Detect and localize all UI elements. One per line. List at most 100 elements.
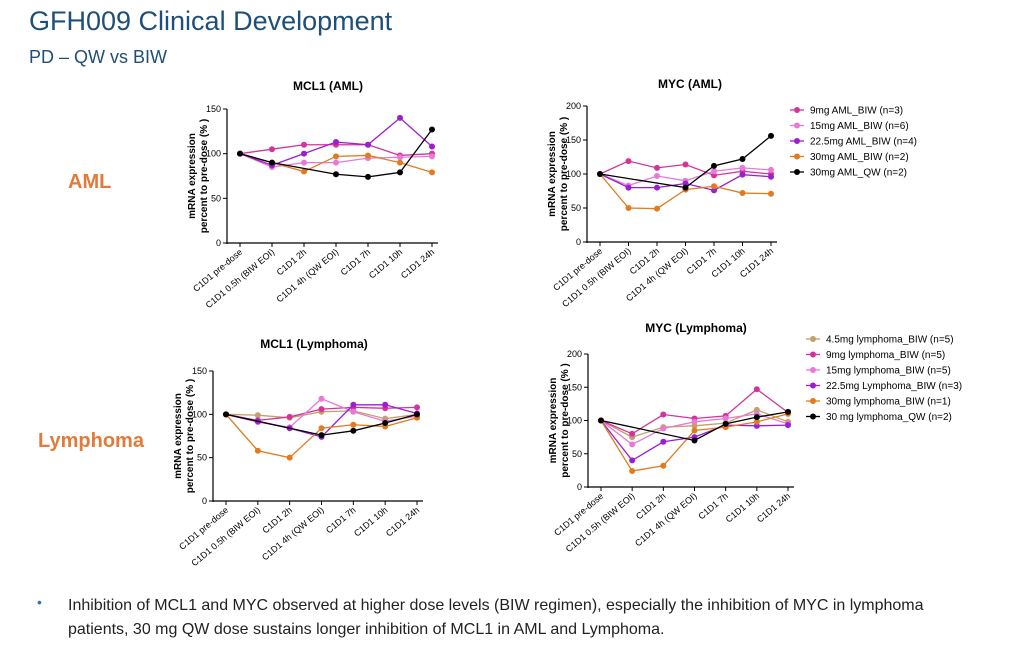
data-point (269, 146, 275, 153)
y-tick-label: 200 (567, 349, 582, 359)
y-tick-label: 100 (567, 416, 582, 426)
data-point (768, 166, 774, 173)
data-point (629, 457, 636, 464)
data-point (350, 401, 357, 408)
y-tick-label: 0 (577, 482, 582, 492)
data-point (682, 184, 689, 191)
legend-marker (794, 169, 800, 175)
data-point (654, 173, 660, 180)
data-point (365, 141, 371, 148)
data-point (318, 395, 325, 402)
data-point (660, 425, 667, 432)
data-point (711, 168, 717, 175)
data-point (397, 114, 403, 121)
data-point (625, 205, 632, 211)
legend-label: 9mg lymphoma_BIW (n=5) (826, 350, 945, 361)
y-tick-label: 0 (576, 237, 581, 247)
y-tick-label: 150 (567, 382, 582, 392)
data-point (382, 401, 389, 408)
data-point (711, 183, 717, 190)
chart-mcl1-lymphoma: MCL1 (Lymphoma) mRNA expression percent to… (173, 337, 423, 568)
data-point (722, 415, 729, 422)
y-axis-label: percent to pre-dose (% ) (559, 117, 570, 231)
data-point (739, 171, 746, 178)
y-axis-label: mRNA expression (173, 393, 184, 479)
data-point (739, 156, 746, 163)
chart-title: MYC (Lymphoma) (645, 321, 747, 335)
data-point (722, 420, 729, 427)
legend-marker (810, 351, 816, 358)
row-label-lymphoma: Lymphoma (38, 430, 144, 452)
data-point (768, 173, 774, 180)
data-point (660, 462, 667, 469)
legend-marker (810, 413, 816, 420)
y-tick-label: 150 (192, 366, 207, 376)
chart-mcl1-aml: MCL1 (AML) mRNA expression percent to pre-… (187, 79, 438, 310)
data-point (318, 432, 325, 439)
legend-marker (810, 336, 816, 342)
data-point (660, 411, 667, 418)
data-point (397, 159, 403, 166)
data-point (429, 143, 435, 150)
data-point (254, 412, 261, 419)
data-point (333, 153, 339, 160)
legend-marker (794, 107, 800, 113)
legend-label: 22.5mg AML_BIW (n=4) (810, 137, 917, 148)
data-point (254, 447, 261, 454)
data-point (768, 132, 774, 139)
legend-label: 30mg AML_BIW (n=2) (810, 152, 909, 163)
x-tick-label: C1D1 10h (724, 491, 761, 525)
y-tick-label: 0 (216, 238, 221, 248)
data-point (654, 164, 660, 171)
legend-label: 30mg AML_QW (n=2) (810, 168, 907, 179)
data-point (429, 126, 435, 133)
data-point (739, 164, 746, 171)
legend-marker (794, 138, 800, 144)
legend-label: 30 mg lymphoma_QW (n=2) (826, 412, 952, 423)
legend-marker (810, 367, 816, 373)
data-point (629, 441, 636, 448)
data-point (237, 150, 243, 157)
data-point (350, 421, 357, 428)
data-point (625, 158, 632, 165)
legend-marker (810, 398, 816, 404)
data-point (753, 386, 760, 393)
x-tick-label: C1D1 4h (QW EOI) (274, 247, 340, 304)
y-axis-label: percent to pre-dose (% ) (199, 119, 210, 233)
chart-myc-aml: MYC (AML) mRNA expression percent to pre-d… (547, 77, 917, 309)
data-point (286, 413, 293, 420)
y-tick-label: 100 (206, 149, 221, 159)
y-tick-label: 50 (571, 203, 581, 213)
y-axis-label: mRNA expression (547, 131, 558, 217)
data-point (598, 417, 604, 424)
data-point (301, 141, 307, 148)
y-tick-label: 150 (566, 135, 581, 145)
data-point (625, 184, 632, 191)
chart-myc-lymphoma: MYC (Lymphoma) mRNA expression percent to … (548, 321, 962, 554)
x-tick-label: C1D1 24h (399, 247, 436, 281)
chart-title: MCL1 (AML) (293, 79, 363, 93)
data-point (397, 154, 403, 161)
x-tick-label: C1D1 10h (352, 505, 389, 539)
data-point (654, 184, 660, 191)
y-axis-label: mRNA expression (187, 133, 198, 219)
y-axis-label: mRNA expression (548, 378, 559, 464)
data-point (785, 408, 791, 415)
data-point (301, 168, 307, 175)
chart-title: MYC (AML) (658, 77, 722, 91)
data-point (691, 418, 698, 425)
y-tick-label: 0 (202, 496, 207, 506)
legend-marker (794, 122, 800, 129)
slide-title: GFH009 Clinical Development (29, 6, 393, 36)
data-point (654, 205, 660, 212)
series-line (239, 129, 433, 178)
data-point (269, 159, 275, 166)
legend-marker (794, 153, 800, 160)
data-point (711, 162, 717, 169)
data-point (753, 418, 760, 425)
data-point (429, 153, 435, 160)
row-label-aml: AML (68, 171, 112, 193)
data-point (414, 404, 420, 411)
data-point (629, 468, 636, 475)
y-axis-label: percent to pre-dose (% ) (560, 363, 571, 477)
